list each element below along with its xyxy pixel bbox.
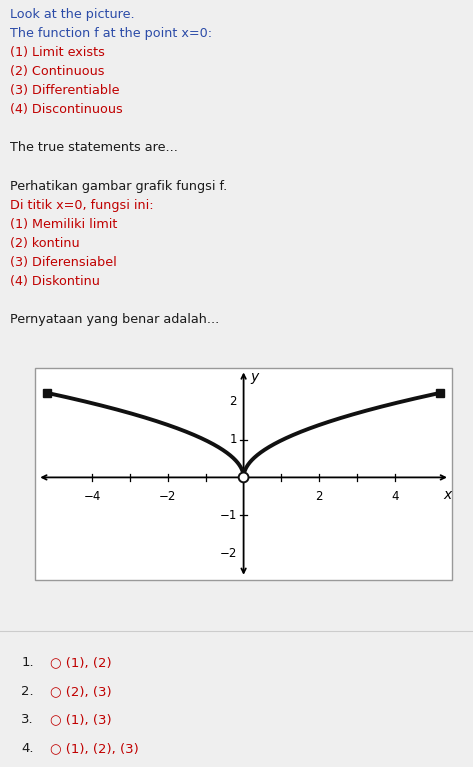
Text: 1.: 1. [21,657,34,670]
Text: 4: 4 [391,489,399,502]
Circle shape [239,472,248,482]
Text: 1: 1 [229,433,237,446]
Text: (1) Limit exists: (1) Limit exists [10,46,105,59]
Text: Look at the picture.: Look at the picture. [10,8,135,21]
Text: ○ (1), (3): ○ (1), (3) [50,713,111,726]
Text: y: y [250,370,259,384]
Text: Di titik x=0, fungsi ini:: Di titik x=0, fungsi ini: [10,199,154,212]
Text: ○ (1), (2), (3): ○ (1), (2), (3) [50,742,139,755]
Text: 4.: 4. [21,742,34,755]
Text: (3) Diferensiabel: (3) Diferensiabel [10,255,117,268]
Text: (1) Memiliki limit: (1) Memiliki limit [10,218,118,231]
Text: −4: −4 [84,489,101,502]
Text: The function f at the point x=0:: The function f at the point x=0: [10,28,212,41]
Text: −1: −1 [219,509,237,522]
Text: ○ (1), (2): ○ (1), (2) [50,657,111,670]
Text: 2.: 2. [21,686,34,699]
Text: −2: −2 [219,547,237,560]
Text: 2: 2 [315,489,323,502]
Text: x: x [444,488,452,502]
Text: Pernyataan yang benar adalah...: Pernyataan yang benar adalah... [10,313,219,326]
Text: −2: −2 [159,489,176,502]
Text: (4) Diskontinu: (4) Diskontinu [10,275,100,288]
Text: 3.: 3. [21,713,34,726]
Text: 2: 2 [229,395,237,408]
Text: (4) Discontinuous: (4) Discontinuous [10,104,123,117]
Text: Perhatikan gambar grafik fungsi f.: Perhatikan gambar grafik fungsi f. [10,179,228,193]
Text: (2) Continuous: (2) Continuous [10,65,105,78]
Text: The true statements are...: The true statements are... [10,141,178,154]
Text: (2) kontinu: (2) kontinu [10,236,80,249]
Text: ○ (2), (3): ○ (2), (3) [50,686,111,699]
Text: (3) Differentiable: (3) Differentiable [10,84,120,97]
